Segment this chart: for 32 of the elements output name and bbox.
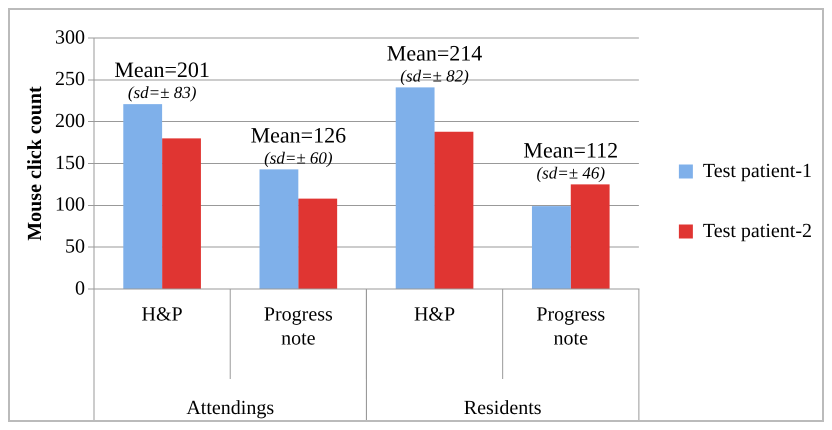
annotation: (sd=± 60)	[264, 148, 333, 168]
y-axis-title: Mouse click count	[24, 86, 46, 241]
bar	[434, 132, 474, 288]
x-tick-label: Progress note	[264, 303, 333, 350]
x-tick-label: H&P	[414, 303, 456, 326]
annotation: (sd=± 46)	[536, 163, 606, 182]
bar	[260, 169, 298, 288]
y-tick-label: 100	[55, 194, 85, 216]
x-tick-label: H&P	[142, 303, 183, 326]
annotation: (sd=± 83)	[128, 83, 197, 102]
bar	[396, 87, 435, 288]
legend-label: Test patient-2	[702, 220, 812, 242]
bar	[298, 198, 338, 288]
annotation: (sd=± 82)	[400, 66, 470, 86]
legend-label: Test patient-1	[702, 160, 812, 182]
text: Residents	[464, 397, 542, 419]
y-tick-label: 0	[75, 277, 85, 300]
annotation: Mean=126	[250, 122, 346, 148]
y-tick-label: 50	[65, 235, 85, 258]
x-tick-label: Progress note	[536, 303, 606, 350]
annotation: Mean=201	[114, 57, 210, 82]
text: Attendings	[186, 397, 274, 419]
bar	[532, 206, 571, 288]
y-tick-label: 250	[55, 68, 85, 90]
y-tick-label: 300	[55, 26, 85, 48]
annotation: Mean=214	[386, 40, 482, 66]
bar	[123, 104, 162, 288]
y-tick-label: 150	[55, 152, 85, 174]
y-tick-label: 200	[55, 110, 85, 132]
annotation: Mean=112	[523, 137, 618, 162]
bar	[162, 138, 201, 288]
bar	[570, 184, 610, 288]
